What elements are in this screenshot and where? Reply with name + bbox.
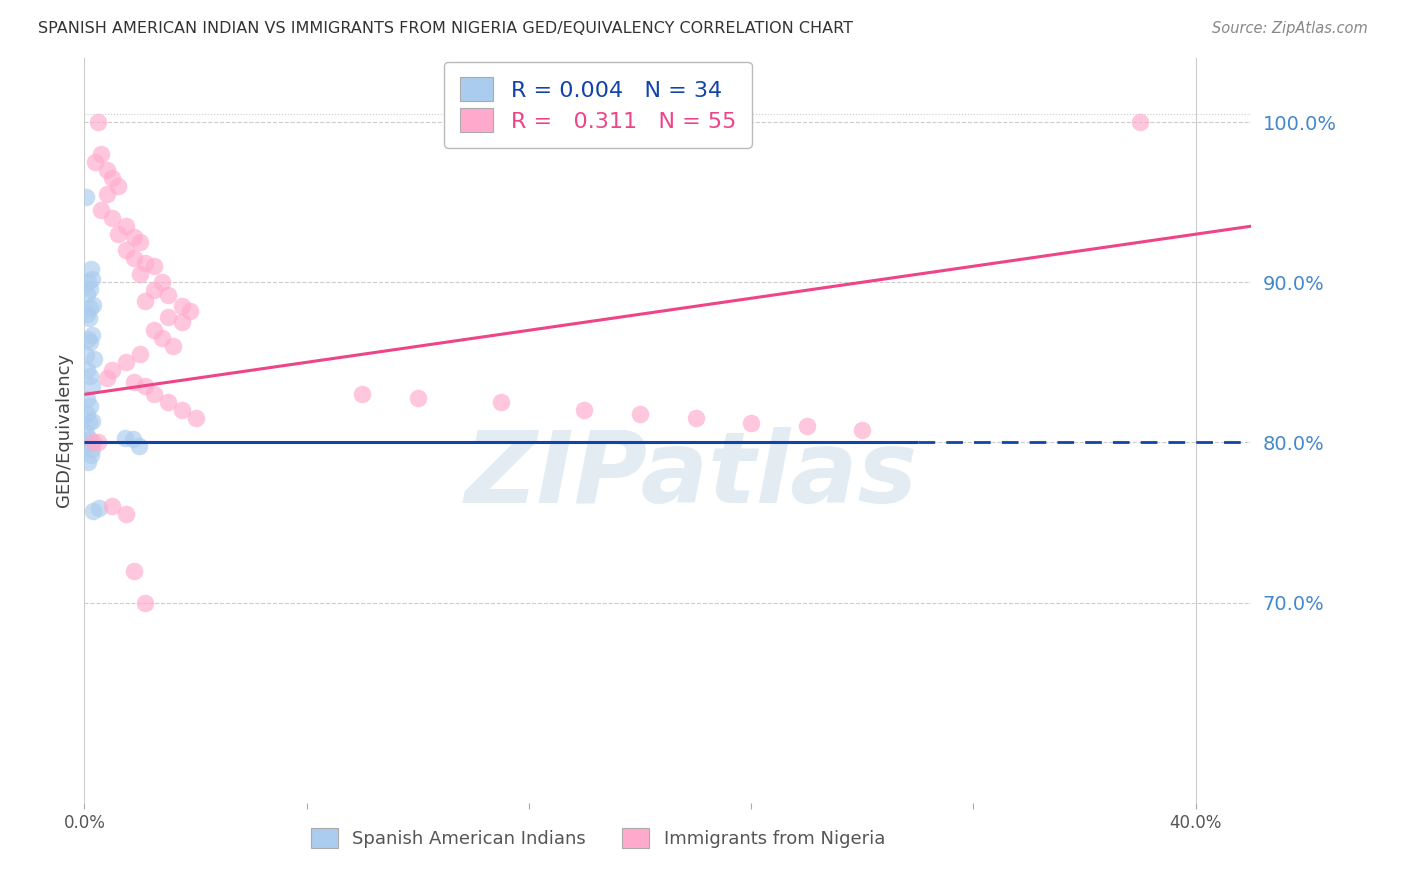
Point (134, 256, 156, 270)
Point (77, 275, 100, 289)
Point (170, 315, 193, 329)
Point (124, 251, 146, 265)
Point (96, 371, 118, 385)
Point (740, 416, 762, 430)
Point (129, 347, 152, 361)
Point (79, 415, 101, 429)
Point (124, 230, 146, 244)
Point (156, 310, 179, 325)
Point (150, 331, 173, 345)
Point (79, 368, 101, 383)
Legend: Spanish American Indians, Immigrants from Nigeria: Spanish American Indians, Immigrants fro… (302, 819, 894, 857)
Point (352, 387, 374, 401)
Point (87, 435, 110, 450)
Point (796, 419, 818, 434)
Point (134, 596, 156, 610)
Point (134, 379, 156, 393)
Point (83, 352, 105, 367)
Point (82, 504, 104, 518)
Text: SPANISH AMERICAN INDIAN VS IMMIGRANTS FROM NIGERIA GED/EQUIVALENCY CORRELATION C: SPANISH AMERICAN INDIAN VS IMMIGRANTS FR… (38, 21, 853, 37)
Point (76, 407, 98, 421)
Point (489, 395, 512, 409)
Point (80, 414, 103, 428)
Point (114, 432, 136, 446)
Point (150, 275, 173, 289)
Point (79, 400, 101, 414)
Point (574, 403, 596, 417)
Point (79, 301, 101, 315)
Point (80, 442, 103, 456)
Point (79, 433, 101, 447)
Point (122, 432, 145, 446)
Point (115, 219, 138, 234)
Point (76, 392, 98, 406)
Point (156, 288, 179, 302)
Point (134, 294, 156, 309)
Point (142, 259, 165, 273)
Point (80, 272, 103, 286)
Point (76, 363, 98, 377)
Point (170, 299, 193, 313)
Point (82, 298, 104, 312)
Text: ZIPatlas: ZIPatlas (464, 426, 918, 524)
Point (76, 332, 98, 346)
Point (1129, 115, 1152, 129)
Point (75, 438, 97, 452)
Point (124, 375, 146, 389)
Point (179, 304, 201, 318)
Point (170, 403, 193, 417)
Point (129, 235, 152, 250)
Point (84, 155, 107, 169)
Point (75, 190, 97, 204)
Point (80, 261, 103, 276)
Point (685, 411, 707, 425)
Point (82, 435, 104, 450)
Point (115, 243, 138, 257)
Point (77, 311, 100, 326)
Point (87, 115, 110, 129)
Point (142, 387, 165, 401)
Point (87, 500, 110, 515)
Point (76, 307, 98, 321)
Point (851, 423, 873, 437)
Point (76, 286, 98, 301)
Point (79, 282, 101, 296)
Point (107, 227, 129, 242)
Point (184, 411, 207, 425)
Point (80, 449, 103, 463)
Point (96, 163, 118, 178)
Point (115, 355, 138, 369)
Y-axis label: GED/Equivalency: GED/Equivalency (55, 353, 73, 508)
Point (75, 348, 97, 362)
Point (115, 508, 138, 522)
Point (156, 395, 179, 409)
Point (101, 171, 124, 186)
Point (101, 363, 124, 377)
Point (124, 564, 146, 578)
Point (107, 179, 129, 194)
Point (162, 339, 184, 353)
Point (406, 391, 429, 405)
Point (128, 439, 150, 453)
Point (129, 267, 152, 281)
Point (79, 334, 101, 349)
Point (75, 426, 97, 441)
Point (101, 211, 124, 226)
Point (628, 407, 651, 421)
Text: Source: ZipAtlas.com: Source: ZipAtlas.com (1212, 21, 1368, 37)
Point (90, 203, 112, 218)
Point (82, 379, 104, 393)
Point (77, 455, 100, 469)
Point (80, 328, 103, 343)
Point (101, 500, 124, 514)
Point (142, 283, 165, 297)
Point (90, 147, 112, 161)
Point (142, 323, 165, 337)
Point (96, 187, 118, 202)
